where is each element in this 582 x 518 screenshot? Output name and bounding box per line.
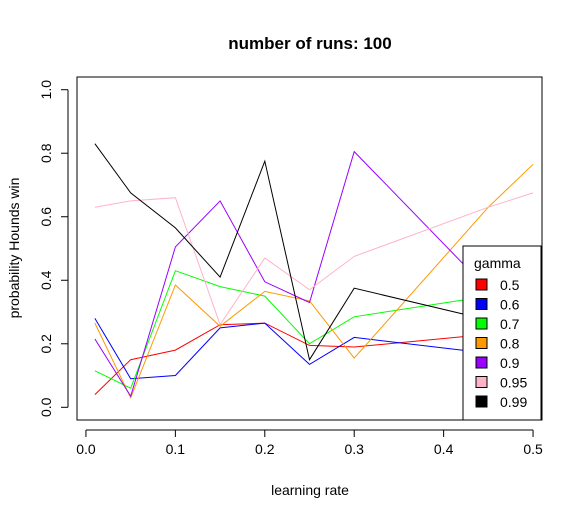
legend-swatch-0 [475,278,488,291]
legend-label-0: 0.5 [500,277,520,293]
y-tick-label-5: 1.0 [38,80,54,100]
x-tick-label-1: 0.1 [166,441,186,457]
series-line-3 [94,163,534,400]
series-line-6 [94,143,534,361]
y-tick-label-2: 0.4 [38,270,54,290]
legend-label-6: 0.99 [500,394,527,410]
x-tick-label-4: 0.4 [434,441,454,457]
y-tick-label-1: 0.2 [38,334,54,354]
x-tick-label-5: 0.5 [523,441,543,457]
x-tick-label-3: 0.3 [344,441,364,457]
legend-label-2: 0.7 [500,316,520,332]
x-axis-label: learning rate [271,482,349,498]
legend-swatch-4 [475,356,488,369]
y-tick-label-4: 0.8 [38,143,54,163]
legend-label-1: 0.6 [500,297,520,313]
x-axis: 0.0 0.1 0.2 0.3 0.4 0.5 [76,429,543,457]
series-line-4 [94,150,534,398]
chart-title: number of runs: 100 [228,34,391,53]
y-axis: 0.0 0.2 0.4 0.6 0.8 1.0 [38,80,69,417]
series-line-2 [94,270,534,389]
legend: gamma 0.5 0.6 0.7 0.8 0.9 0.95 0.99 [462,245,542,421]
legend-label-3: 0.8 [500,336,520,352]
legend-swatch-5 [475,376,488,388]
legend-items: 0.5 0.6 0.7 0.8 0.9 0.95 0.99 [475,277,527,410]
x-tick-label-2: 0.2 [255,441,275,457]
legend-box [462,245,542,421]
series-line-1 [94,318,534,380]
y-axis-label: probability Hounds win [6,178,22,319]
plot-frame [76,76,543,421]
y-tick-label-3: 0.6 [38,207,54,227]
legend-label-4: 0.9 [500,355,520,371]
y-tick-label-0: 0.0 [38,397,54,417]
series-line-5 [94,192,534,326]
legend-swatch-3 [475,337,488,349]
legend-swatch-6 [475,395,488,408]
legend-title: gamma [474,255,521,271]
legend-swatch-2 [475,317,488,330]
x-tick-label-0: 0.0 [76,441,96,457]
series-layer [94,143,534,400]
legend-swatch-1 [475,298,488,310]
legend-label-5: 0.95 [500,375,527,391]
